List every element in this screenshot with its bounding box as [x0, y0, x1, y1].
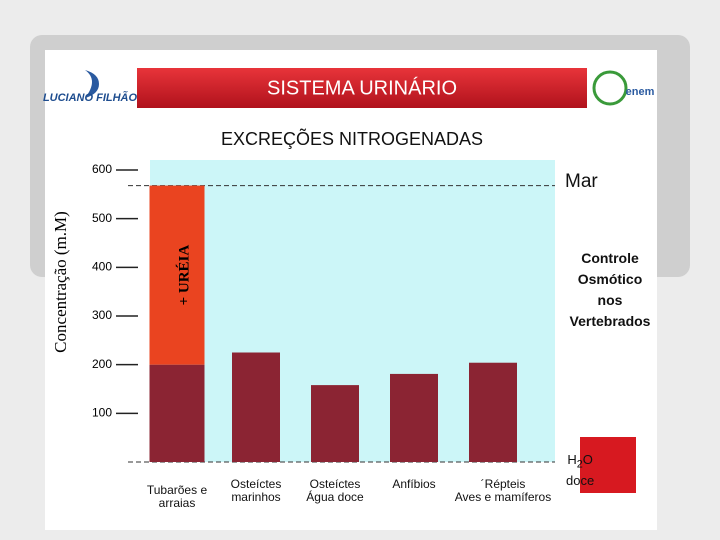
slide-title: SISTEMA URINÁRIO	[267, 76, 457, 99]
reference-label: H2O doce	[566, 452, 595, 488]
y-tick-label: 100	[92, 406, 112, 420]
series-label: + URÉIA	[175, 245, 192, 306]
y-tick-label: 300	[92, 308, 112, 322]
bar	[149, 185, 205, 365]
x-tick-label: Tubarões e arraias	[146, 483, 208, 510]
bar	[149, 364, 205, 462]
x-tick-label: Anfíbios	[392, 477, 436, 491]
bar	[311, 385, 359, 462]
x-tick-label: ´Répteis Aves e mamíferos	[454, 477, 552, 504]
logo-circle	[592, 70, 628, 106]
bar	[232, 352, 280, 462]
title-bar	[137, 68, 587, 108]
logo-sv	[580, 437, 636, 493]
chart-title: EXCREÇÕES NITROGENADAS	[221, 128, 483, 149]
annotation: Controle Osmótico nos Vertebrados	[569, 250, 651, 329]
x-tick-label: Osteíctes Água doce	[306, 477, 364, 504]
y-tick-label: 500	[92, 211, 112, 225]
bar	[390, 373, 438, 462]
y-tick-label: 600	[92, 162, 112, 176]
x-tick-label: Osteíctes marinhos	[230, 477, 282, 504]
y-tick-label: 400	[92, 260, 112, 274]
logo-left: LUCIANO FILHÃO	[43, 91, 138, 104]
logo-right: enem	[626, 86, 655, 98]
y-axis-label: Concentração (m.M)	[51, 211, 70, 353]
logo-swoosh	[85, 70, 99, 98]
reference-label: Mar	[565, 170, 598, 192]
bar	[469, 362, 517, 462]
y-tick-label: 200	[92, 357, 112, 371]
